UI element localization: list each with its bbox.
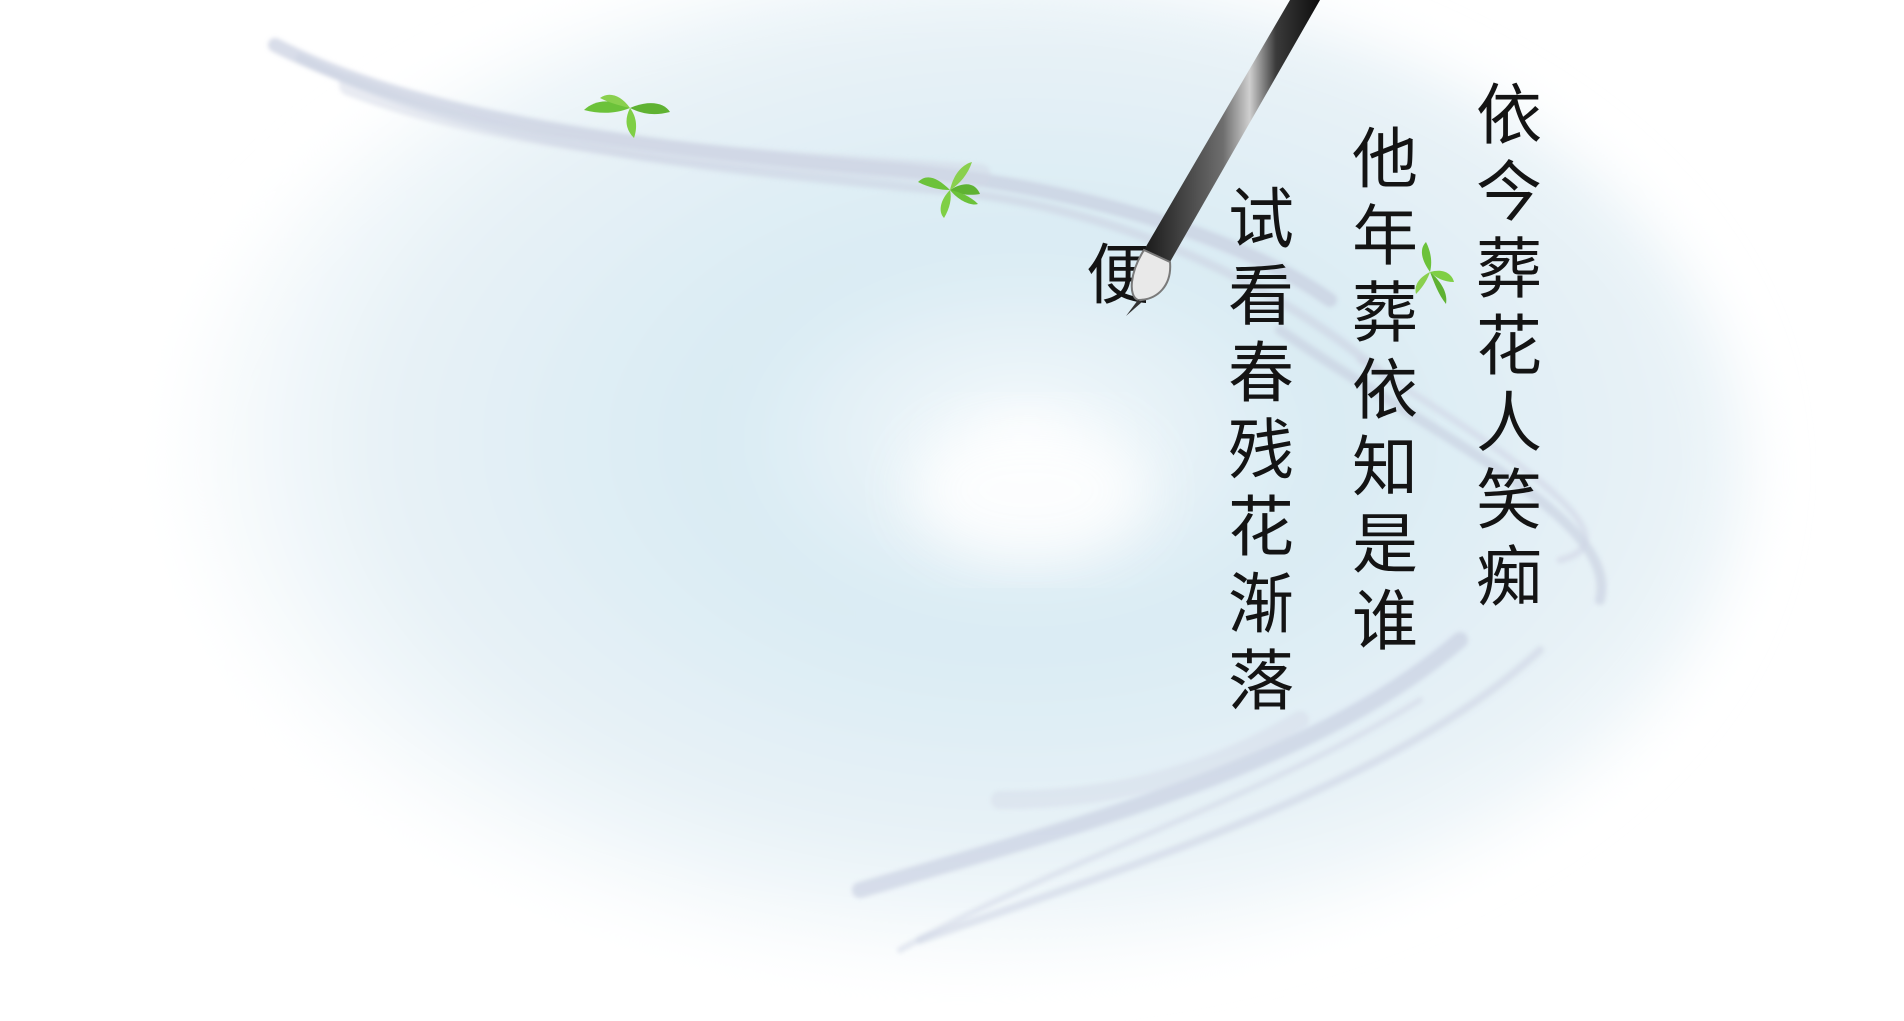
poem-line-3: 试看春残花渐落 [1217,184,1294,723]
poem-line-1: 依今葬花人笑痴 [1465,80,1542,619]
poem-line-2: 他年葬依知是谁 [1341,124,1418,663]
poem-line-4: 便 [1080,240,1146,310]
